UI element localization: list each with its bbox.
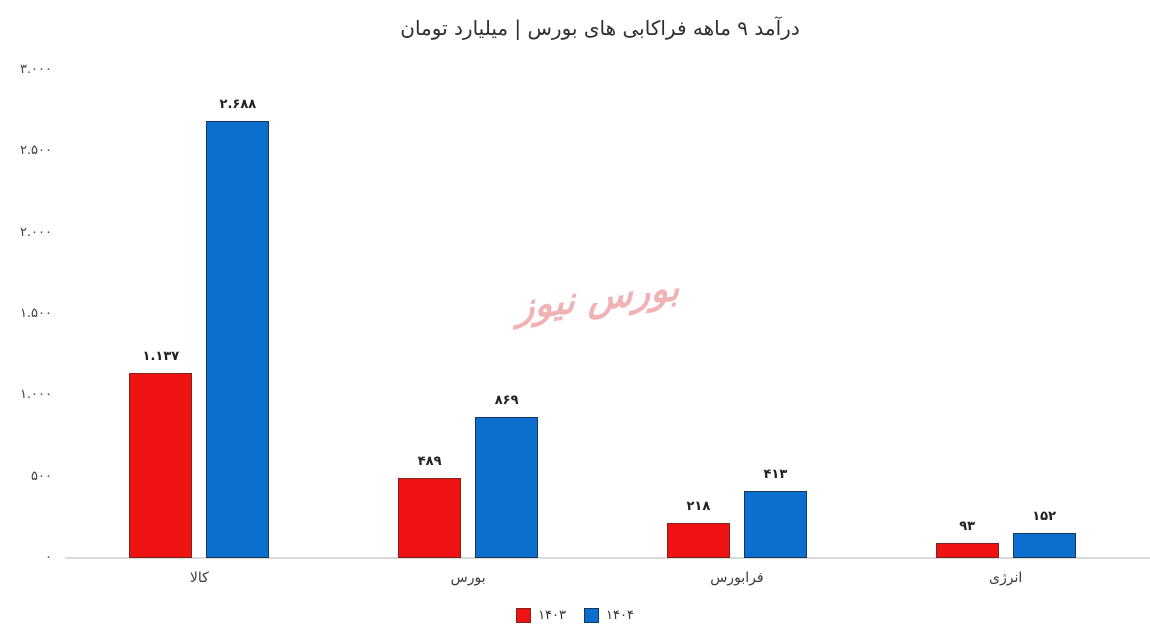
y-tick-label: ۵۰۰ (31, 468, 52, 484)
y-tick-label: ۳.۰۰۰ (19, 62, 52, 77)
legend-label-1404: ۱۴۰۴ (606, 608, 634, 623)
value-label-۱۴۰۴-0: ۲.۶۸۸ (219, 96, 257, 112)
bar-۱۴۰۴-1 (475, 416, 539, 558)
legend: ۱۴۰۳ ۱۴۰۴ (0, 608, 1150, 623)
bar-۱۴۰۳-0 (129, 373, 193, 558)
legend-label-1403: ۱۴۰۳ (538, 608, 566, 623)
legend-item-1404: ۱۴۰۴ (584, 608, 634, 623)
y-tick-label: ۲.۵۰۰ (19, 143, 52, 159)
watermark-bourse-news: بورس نیوز (516, 265, 680, 329)
legend-swatch-1403 (516, 608, 532, 623)
bar-۱۴۰۳-3 (935, 542, 999, 558)
value-label-۱۴۰۳-0: ۱.۱۳۷ (142, 349, 180, 365)
bar-۱۴۰۴-0 (206, 120, 270, 558)
category-label-1: بورس (450, 570, 486, 586)
legend-item-1403: ۱۴۰۳ (516, 608, 566, 623)
y-tick-label: ۱.۰۰۰ (19, 387, 52, 403)
value-label-۱۴۰۳-3: ۹۳ (959, 518, 976, 534)
bar-۱۴۰۴-3 (1012, 533, 1076, 558)
y-tick-label: ۱.۵۰۰ (19, 306, 52, 321)
bar-۱۴۰۳-2 (666, 522, 730, 558)
value-label-۱۴۰۴-1: ۸۶۹ (494, 392, 519, 408)
value-label-۱۴۰۴-3: ۱۵۲ (1032, 509, 1057, 525)
category-label-2: فرابورس (710, 570, 764, 586)
x-axis-line (65, 557, 1150, 559)
y-tick-label: ۰ (45, 550, 52, 565)
bar-۱۴۰۴-2 (743, 490, 807, 558)
category-label-3: انرژی (989, 570, 1023, 586)
value-label-۱۴۰۳-1: ۴۸۹ (417, 454, 442, 470)
category-label-0: کالا (189, 570, 209, 586)
value-label-۱۴۰۴-2: ۴۱۳ (763, 466, 788, 482)
value-label-۱۴۰۳-2: ۲۱۸ (686, 498, 711, 514)
legend-swatch-1404 (584, 608, 599, 623)
y-tick-label: ۲.۰۰۰ (19, 224, 52, 240)
bar-۱۴۰۳-1 (398, 478, 462, 558)
chart-title: درآمد ۹ ماهه فراکابی های بورس | میلیارد … (400, 16, 800, 40)
